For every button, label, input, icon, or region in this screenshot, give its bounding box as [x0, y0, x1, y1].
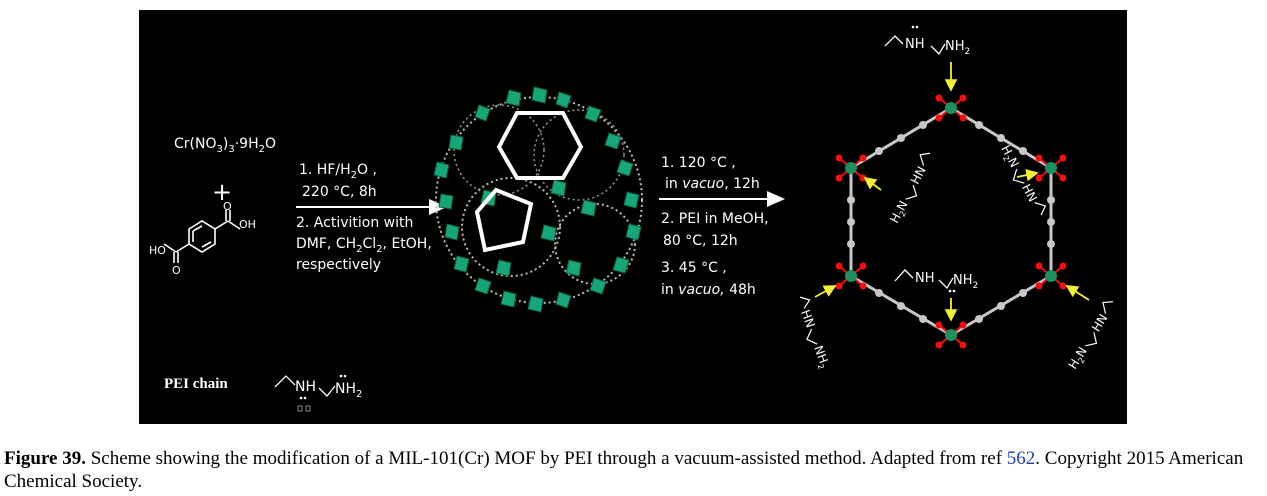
acid-o-top: O [223, 200, 232, 213]
pei-chain-top: NH NH2 [884, 25, 970, 57]
step2-line1: 1. 120 °C , [661, 155, 736, 171]
pei-binding-arrows [814, 62, 1090, 322]
reaction-scheme: Cr(NO3)3·9H2O + OH O HO O 1. HF/H2O , 22… [139, 10, 1127, 424]
pei-chain-structure: NH NH2 [274, 374, 362, 412]
cr-node [1035, 154, 1067, 182]
figure-label: Figure 39. [4, 448, 86, 469]
step2-line4: 80 °C, 12h [663, 233, 738, 249]
pei-chain-label: PEI chain [164, 376, 228, 392]
step1-line5: respectively [296, 257, 381, 273]
figure-caption: Figure 39. Scheme showing the modificati… [4, 447, 1266, 493]
pentagon-pore-outline [474, 187, 534, 253]
svg-text:NH2: NH2 [953, 273, 978, 291]
svg-text:HN: HN [798, 308, 817, 330]
step2-line5: 3. 45 °C , [661, 260, 727, 276]
acid-oh-bottom: HO [149, 244, 166, 257]
mof-hexagon-framework [835, 94, 1067, 349]
step1-line1: 1. HF/H2O , [299, 162, 377, 181]
svg-text:NH2: NH2 [335, 381, 362, 400]
reference-link[interactable]: 562 [1006, 448, 1036, 469]
acid-oh-top: OH [239, 218, 256, 231]
step1-line3: 2. Activition with [296, 215, 413, 231]
step1-conditions: 1. HF/H2O , 220 °C, 8h 2. Activition wit… [296, 162, 432, 273]
acid-o-bottom: O [172, 264, 181, 277]
step1-line2: 220 °C, 8h [302, 184, 377, 200]
step2-line3: 2. PEI in MeOH, [661, 211, 769, 227]
chromium-nitrate-formula: Cr(NO3)3·9H2O [174, 136, 276, 155]
cr-node [1035, 262, 1067, 290]
svg-text:NH: NH [295, 379, 316, 395]
binding-arrow [1065, 285, 1090, 301]
plus-sign: + [212, 178, 232, 206]
cr-node [835, 154, 867, 182]
cr-node [935, 94, 967, 122]
pei-chain-left-lower: HN NH2 [798, 296, 832, 371]
caption-tail: . Copyright 2015 American Chemical Socie… [4, 448, 1244, 492]
step2-conditions: 1. 120 °C , in vacuo, 12h 2. PEI in MeOH… [661, 155, 769, 298]
pei-chain-center: NH NH2 [894, 269, 978, 293]
terephthalic-acid-structure [163, 210, 241, 263]
binding-arrow [1016, 168, 1039, 182]
mil101-cage-cluster [433, 86, 643, 313]
binding-arrow [863, 176, 882, 191]
binding-arrow [814, 285, 837, 298]
cr-node [835, 262, 867, 290]
cr-node [935, 321, 967, 349]
step2-line6: in vacuo, 48h [661, 282, 756, 298]
hexagon-pore-outline [496, 111, 584, 180]
svg-text:NH: NH [915, 271, 935, 286]
svg-text:NH2: NH2 [809, 344, 832, 371]
svg-text:NH: NH [905, 37, 925, 52]
caption-text: Scheme showing the modification of a MIL… [85, 448, 1007, 469]
step1-line4: DMF, CH2Cl2, EtOH, [296, 236, 432, 255]
step2-line2: in vacuo, 12h [665, 176, 760, 192]
svg-text:NH2: NH2 [945, 39, 970, 57]
